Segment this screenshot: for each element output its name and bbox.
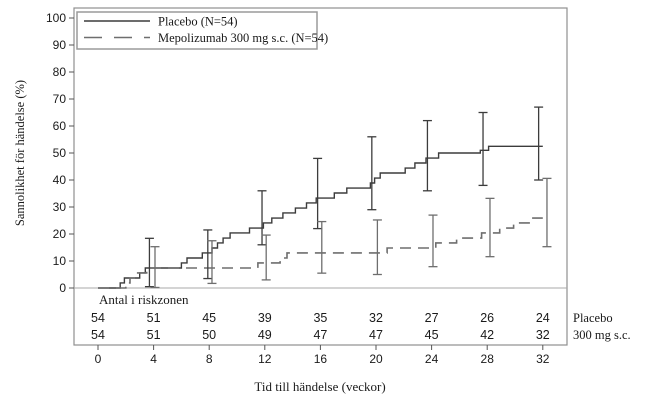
y-tick-label: 70 <box>53 92 67 106</box>
y-axis-title: Sannolikhet för händelse (%) <box>13 80 27 226</box>
y-tick-label: 40 <box>53 173 67 187</box>
error-bars-group <box>144 106 552 289</box>
x-tick-label: 28 <box>481 352 495 366</box>
risk-count: 26 <box>480 311 494 325</box>
x-tick-label: 32 <box>536 352 550 366</box>
legend-label-mepolizumab: Mepolizumab 300 mg s.c. (N=54) <box>158 31 328 45</box>
risk-row-label-placebo: Placebo <box>573 311 613 325</box>
risk-count: 32 <box>369 311 383 325</box>
risk-count: 51 <box>147 328 161 342</box>
risk-count: 42 <box>480 328 494 342</box>
x-tick-label: 12 <box>258 352 272 366</box>
risk-count: 35 <box>313 311 327 325</box>
curves-group <box>98 145 543 289</box>
y-tick-label: 90 <box>53 38 67 52</box>
x-axis-title: Tid till händelse (veckor) <box>254 379 385 394</box>
legend-box <box>76 11 318 50</box>
risk-count: 39 <box>258 311 272 325</box>
risk-count: 32 <box>536 328 550 342</box>
y-tick-label: 100 <box>46 11 66 25</box>
y-tick-label: 60 <box>53 119 67 133</box>
x-tick-label: 4 <box>150 352 157 366</box>
risk-row-label-300mg: 300 mg s.c. <box>573 328 631 342</box>
x-tick-label: 0 <box>95 352 102 366</box>
risk-count: 49 <box>258 328 272 342</box>
y-tick-label: 10 <box>53 254 67 268</box>
legend: Placebo (N=54) Mepolizumab 300 mg s.c. (… <box>76 11 328 50</box>
y-tick-label: 20 <box>53 227 67 241</box>
mepolizumab-curve <box>98 217 543 289</box>
y-tick-label: 50 <box>53 146 67 160</box>
risk-count: 47 <box>369 328 383 342</box>
axis-ticks-group: 0 10 20 30 40 50 60 70 80 90 100 0 4 8 12 16 20 24 28 32 <box>46 11 550 366</box>
risk-count: 54 <box>91 328 105 342</box>
x-tick-label: 16 <box>314 352 328 366</box>
risk-count: 51 <box>147 311 161 325</box>
risk-table-header: Antal i riskzonen <box>99 292 189 307</box>
risk-count: 24 <box>536 311 550 325</box>
y-tick-label: 30 <box>53 200 67 214</box>
risk-count: 27 <box>425 311 439 325</box>
risk-count: 47 <box>313 328 327 342</box>
risk-count: 54 <box>91 311 105 325</box>
risk-count: 50 <box>202 328 216 342</box>
x-tick-label: 24 <box>425 352 439 366</box>
risk-table-numbers-group: 54 51 45 39 35 32 27 26 24 54 51 50 49 47 47 45 42 32 <box>91 311 550 342</box>
x-tick-label: 8 <box>206 352 213 366</box>
legend-label-placebo: Placebo (N=54) <box>158 15 238 29</box>
risk-count: 45 <box>202 311 216 325</box>
x-tick-label: 20 <box>369 352 383 366</box>
y-tick-label: 0 <box>59 281 66 295</box>
risk-count: 45 <box>425 328 439 342</box>
placebo-curve <box>98 145 543 289</box>
y-tick-label: 80 <box>53 65 67 79</box>
